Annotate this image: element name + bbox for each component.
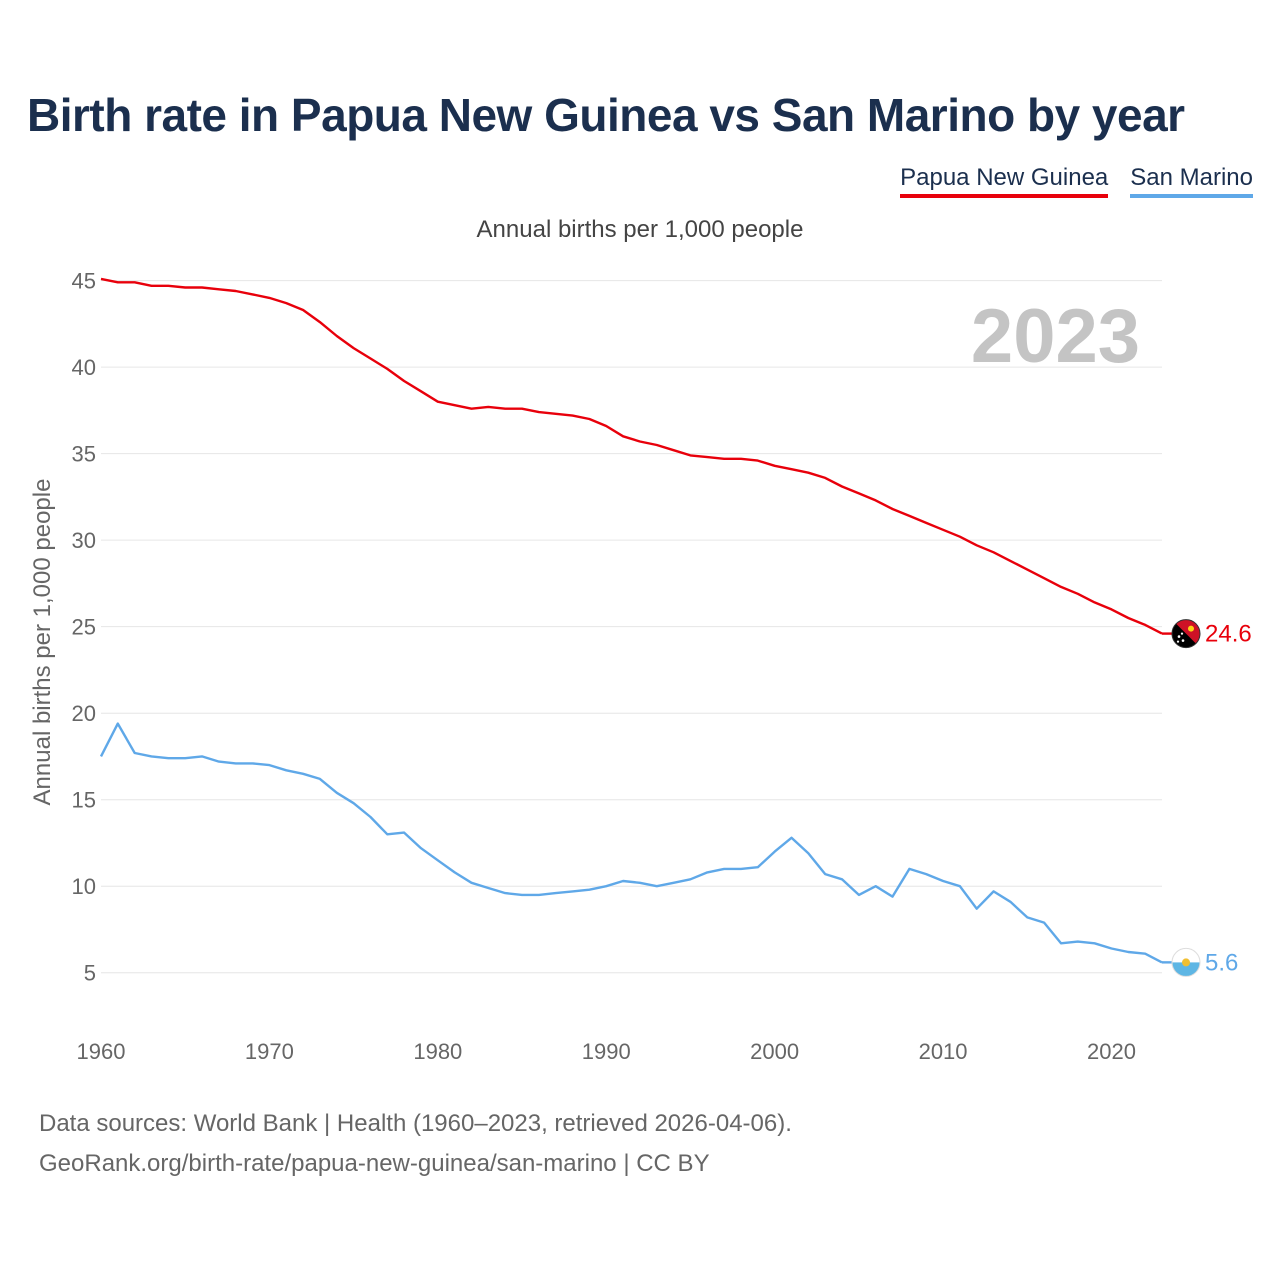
end-label-papua-new-guinea: 24.6: [1205, 621, 1252, 648]
legend-item-papua-new-guinea[interactable]: Papua New Guinea: [900, 164, 1109, 198]
x-tick-label: 1970: [245, 1039, 294, 1064]
source-url[interactable]: GeoRank.org/birth-rate/papua-new-guinea/…: [39, 1150, 710, 1177]
papua-new-guinea-flag-icon: [1171, 619, 1201, 649]
chart-title: Birth rate in Papua New Guinea vs San Ma…: [27, 89, 1185, 141]
source-line: Data sources: World Bank | Health (1960–…: [39, 1110, 792, 1137]
x-tick-label: 2010: [919, 1039, 968, 1064]
y-tick-label: 30: [72, 528, 96, 553]
y-axis-label: Annual births per 1,000 people: [29, 479, 56, 806]
y-tick-label: 20: [72, 701, 96, 726]
line-chart: 5 10 15 20 25 30 35 40 45 1960 1970 1980 1990 2000 20…: [29, 269, 1252, 1064]
source-note: Data sources: World Bank | Health (1960–…: [39, 1104, 792, 1184]
grid-lines: [101, 280, 1162, 974]
x-tick-label: 2020: [1087, 1039, 1136, 1064]
x-axis-ticks: 1960 1970 1980 1990 2000 2010 2020: [77, 1039, 1136, 1064]
x-tick-label: 1960: [77, 1039, 126, 1064]
y-tick-label: 35: [72, 442, 96, 467]
series-endpoints: [1171, 619, 1201, 977]
y-tick-label: 10: [72, 874, 96, 899]
chart-subtitle: Annual births per 1,000 people: [476, 216, 804, 243]
x-tick-label: 1990: [582, 1039, 631, 1064]
y-tick-label: 45: [72, 269, 96, 294]
san-marino-flag-icon: [1171, 947, 1201, 977]
series-line-papua-new-guinea: [100, 277, 1163, 635]
year-watermark: 2023: [971, 294, 1140, 379]
legend: Papua New Guinea San Marino: [900, 164, 1253, 198]
y-tick-label: 15: [72, 788, 96, 813]
y-axis-ticks: 5 10 15 20 25 30 35 40 45: [72, 269, 96, 986]
end-label-san-marino: 5.6: [1205, 949, 1238, 976]
y-tick-label: 25: [72, 615, 96, 640]
x-tick-label: 2000: [750, 1039, 799, 1064]
y-tick-label: 40: [72, 355, 96, 380]
x-tick-label: 1980: [413, 1039, 462, 1064]
series-line-san-marino: [99, 722, 1163, 964]
y-tick-label: 5: [84, 961, 96, 986]
series-lines: [99, 277, 1172, 964]
legend-item-san-marino[interactable]: San Marino: [1130, 164, 1253, 198]
